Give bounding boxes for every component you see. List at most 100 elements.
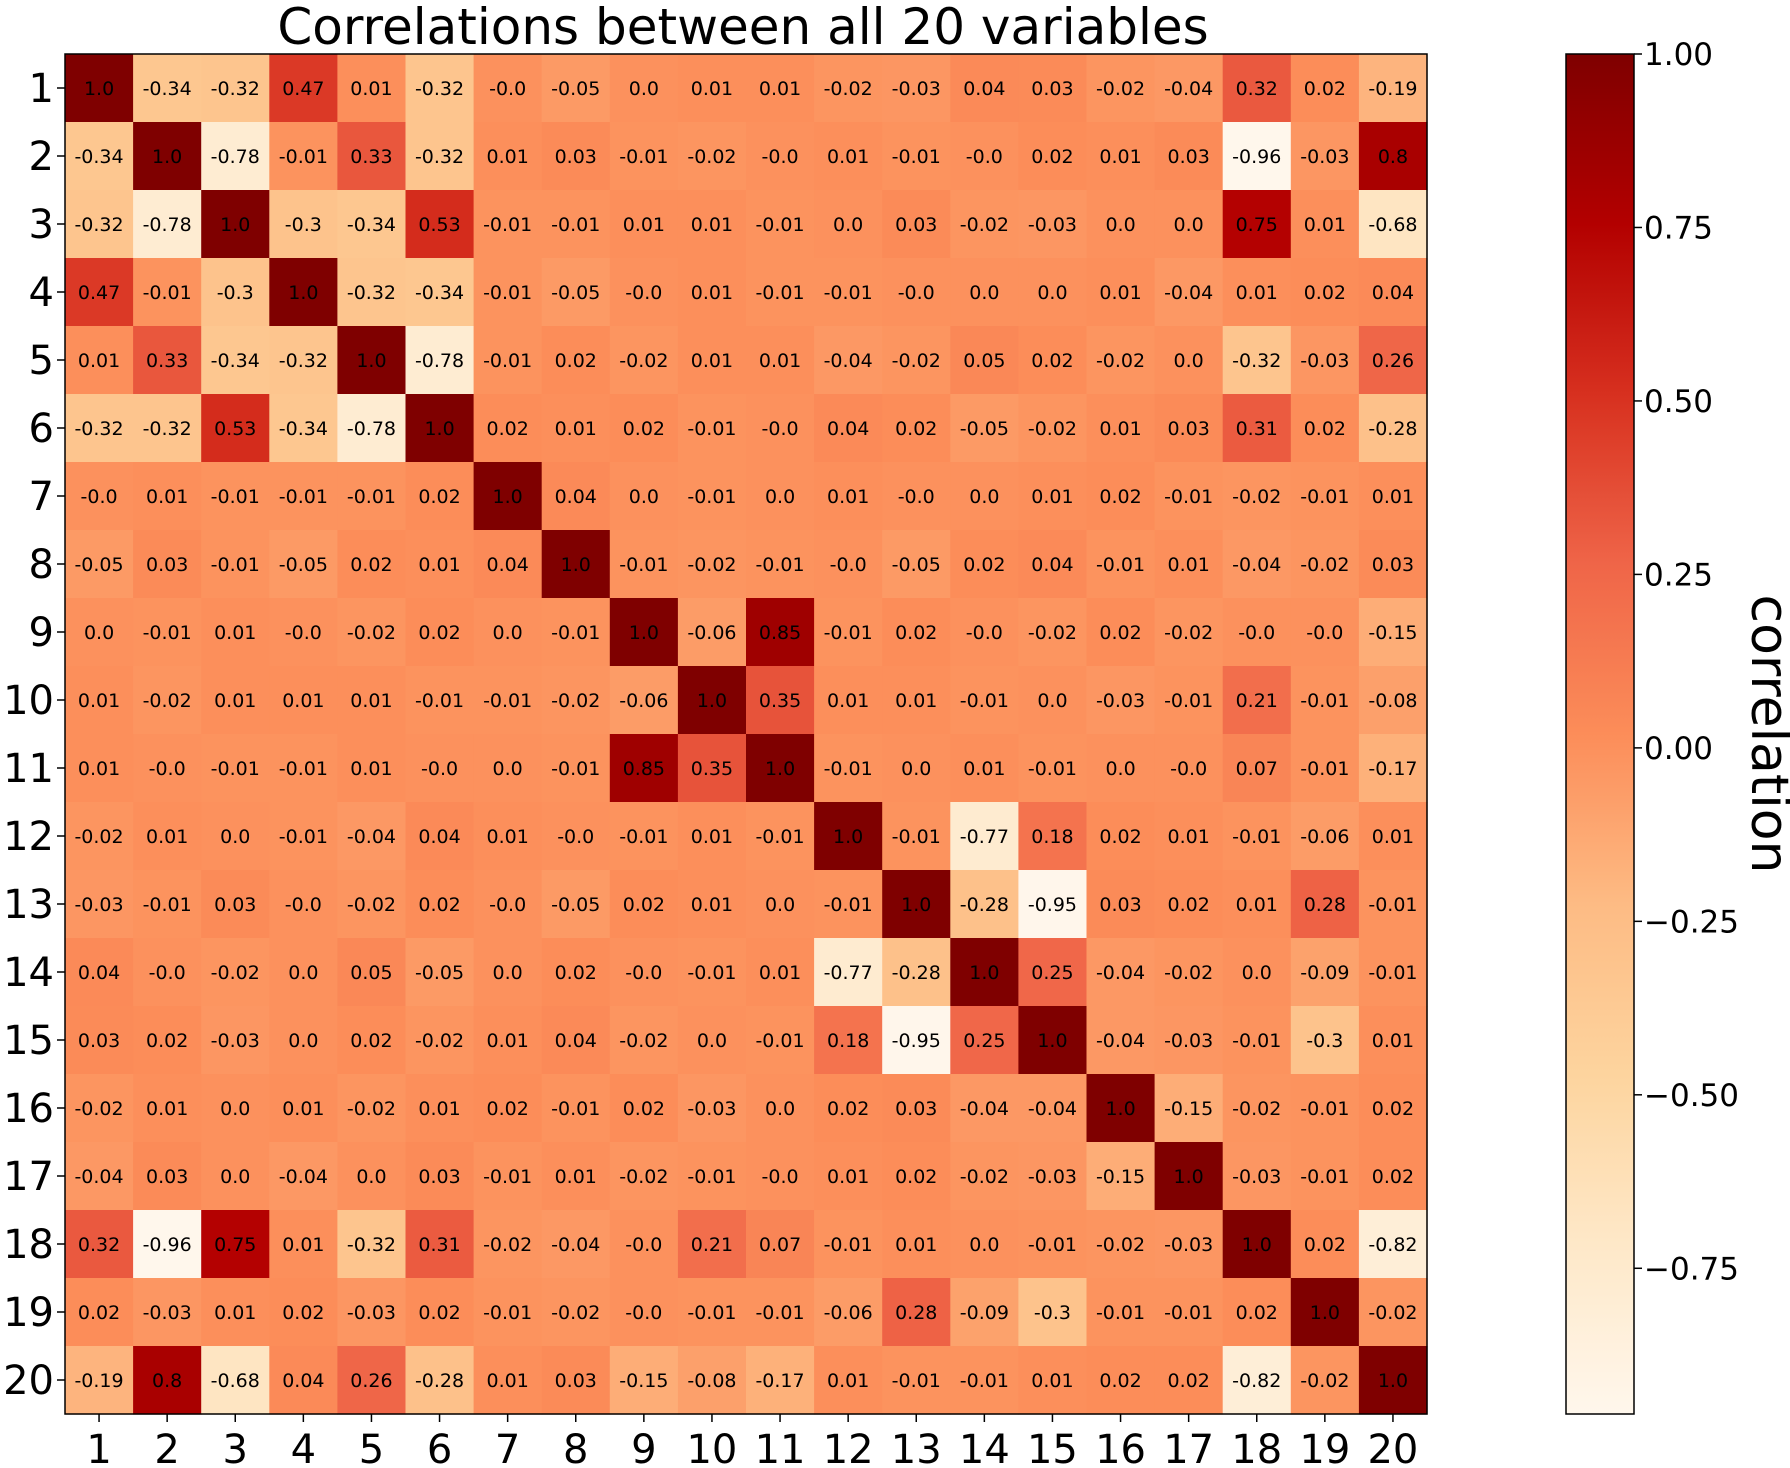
cell-value-label-r2-c20: 0.8: [1378, 146, 1408, 168]
heatmap-cell-r6-c4: [269, 394, 338, 463]
heatmap-cell-r14-c1: [65, 938, 134, 1007]
cell-value-label-r13-c12: -0.01: [824, 894, 873, 916]
y-tick-label: 19: [3, 1290, 54, 1336]
heatmap-cell-r11-c11: [746, 734, 815, 803]
heatmap-cell-r20-c2: [133, 1346, 202, 1415]
cell-value-label-r4-c18: 0.01: [1236, 282, 1278, 304]
y-tick-label: 20: [3, 1358, 54, 1404]
heatmap-cell-r2-c10: [677, 122, 747, 191]
heatmap-cell-r6-c14: [950, 394, 1019, 463]
heatmap-cell-r20-c20: [1358, 1346, 1428, 1415]
heatmap-cell-r18-c20: [1358, 1210, 1428, 1279]
y-tick-label: 13: [3, 882, 54, 928]
cell-value-label-r13-c9: 0.02: [623, 894, 665, 916]
heatmap-cell-r19-c20: [1358, 1278, 1428, 1347]
heatmap-cell-r15-c6: [405, 1006, 475, 1075]
cell-value-label-r1-c7: -0.0: [489, 78, 526, 100]
cell-value-label-r15-c8: 0.04: [555, 1030, 597, 1052]
cell-value-label-r19-c8: -0.02: [551, 1302, 600, 1324]
heatmap-cell-r20-c8: [541, 1346, 611, 1415]
cell-value-label-r19-c17: -0.01: [1164, 1302, 1213, 1324]
cell-value-label-r8-c4: -0.05: [279, 554, 328, 576]
cell-value-label-r18-c14: 0.0: [969, 1234, 999, 1256]
cell-value-label-r6-c1: -0.32: [74, 418, 123, 440]
heatmap-cell-r7-c9: [609, 462, 679, 531]
cell-value-label-r20-c18: -0.82: [1232, 1370, 1281, 1392]
heatmap-cell-r15-c9: [609, 1006, 679, 1075]
cell-value-label-r6-c20: -0.28: [1368, 418, 1417, 440]
cell-value-label-r15-c5: 0.02: [350, 1030, 392, 1052]
cell-value-label-r16-c18: -0.02: [1232, 1098, 1281, 1120]
heatmap-cell-r4-c11: [746, 258, 815, 327]
heatmap-cell-r11-c10: [677, 734, 747, 803]
heatmap-cell-r10-c12: [814, 666, 883, 735]
cell-value-label-r12-c12: 1.0: [833, 826, 863, 848]
cell-value-label-r11-c10: 0.35: [691, 758, 733, 780]
heatmap-cell-r16-c3: [201, 1074, 270, 1143]
cell-value-label-r1-c16: -0.02: [1096, 78, 1145, 100]
y-tick-label: 15: [3, 1018, 54, 1064]
cell-value-label-r12-c19: -0.06: [1300, 826, 1349, 848]
cell-value-label-r18-c12: -0.01: [824, 1234, 873, 1256]
heatmap-cell-r8-c12: [814, 530, 883, 599]
cell-value-label-r12-c2: 0.01: [146, 826, 188, 848]
heatmap-cell-r1-c19: [1290, 54, 1360, 123]
cell-value-label-r1-c5: 0.01: [350, 78, 392, 100]
heatmap-cell-r19-c4: [269, 1278, 338, 1347]
cell-value-label-r5-c10: 0.01: [691, 350, 733, 372]
cell-value-label-r3-c10: 0.01: [691, 214, 733, 236]
heatmap-cell-r14-c6: [405, 938, 475, 1007]
cell-value-label-r16-c6: 0.01: [418, 1098, 460, 1120]
cell-value-label-r3-c14: -0.02: [960, 214, 1009, 236]
cell-value-label-r9-c19: -0.0: [1306, 622, 1343, 644]
heatmap-cell-r17-c16: [1086, 1142, 1156, 1211]
colorbar-tick-label: 0.75: [1644, 210, 1713, 246]
heatmap-cell-r6-c19: [1290, 394, 1360, 463]
cell-value-label-r5-c7: -0.01: [483, 350, 532, 372]
heatmap-cell-r1-c14: [950, 54, 1019, 123]
cell-value-label-r1-c13: -0.03: [892, 78, 941, 100]
heatmap-cell-r19-c15: [1018, 1278, 1088, 1347]
heatmap-cell-r16-c13: [882, 1074, 951, 1143]
cell-value-label-r12-c15: 0.18: [1031, 826, 1073, 848]
cell-value-label-r9-c17: -0.02: [1164, 622, 1213, 644]
cell-value-label-r18-c6: 0.31: [418, 1234, 460, 1256]
heatmap-cell-r15-c15: [1018, 1006, 1088, 1075]
cell-value-label-r2-c17: 0.03: [1167, 146, 1209, 168]
cell-value-label-r15-c16: -0.04: [1096, 1030, 1145, 1052]
heatmap-cell-r2-c1: [65, 122, 134, 191]
cell-value-label-r10-c3: 0.01: [214, 690, 256, 712]
heatmap-cell-r6-c12: [814, 394, 883, 463]
cell-value-label-r18-c11: 0.07: [759, 1234, 801, 1256]
heatmap-cell-r10-c16: [1086, 666, 1156, 735]
cell-value-label-r11-c4: -0.01: [279, 758, 328, 780]
cell-value-label-r6-c7: 0.02: [486, 418, 528, 440]
cell-value-label-r4-c12: -0.01: [824, 282, 873, 304]
heatmap-cell-r12-c14: [950, 802, 1019, 871]
cell-value-label-r7-c16: 0.02: [1099, 486, 1141, 508]
cell-value-label-r19-c6: 0.02: [418, 1302, 460, 1324]
cell-value-label-r5-c15: 0.02: [1031, 350, 1073, 372]
cell-value-label-r8-c6: 0.01: [418, 554, 460, 576]
heatmap-cell-r12-c18: [1222, 802, 1292, 871]
cell-value-label-r3-c3: 1.0: [220, 214, 250, 236]
cell-value-label-r20-c15: 0.01: [1031, 1370, 1073, 1392]
cell-value-label-r14-c10: -0.01: [687, 962, 736, 984]
cell-value-label-r7-c13: -0.0: [898, 486, 935, 508]
cell-value-label-r4-c19: 0.02: [1304, 282, 1346, 304]
cell-value-label-r6-c16: 0.01: [1099, 418, 1141, 440]
heatmap-cell-r19-c10: [677, 1278, 747, 1347]
cell-value-label-r17-c1: -0.04: [74, 1166, 123, 1188]
heatmap-cell-r16-c10: [677, 1074, 747, 1143]
heatmap-cell-r11-c8: [541, 734, 611, 803]
x-tick-label: 16: [1095, 1427, 1146, 1468]
cell-value-label-r9-c12: -0.01: [824, 622, 873, 644]
cell-value-label-r17-c3: 0.0: [220, 1166, 250, 1188]
cell-value-label-r17-c4: -0.04: [279, 1166, 328, 1188]
heatmap-cell-r5-c15: [1018, 326, 1088, 395]
heatmap-cell-r14-c15: [1018, 938, 1088, 1007]
heatmap-cell-r3-c1: [65, 190, 134, 259]
cell-value-label-r2-c5: 0.33: [350, 146, 392, 168]
heatmap-cell-r12-c6: [405, 802, 475, 871]
cell-value-label-r7-c18: -0.02: [1232, 486, 1281, 508]
